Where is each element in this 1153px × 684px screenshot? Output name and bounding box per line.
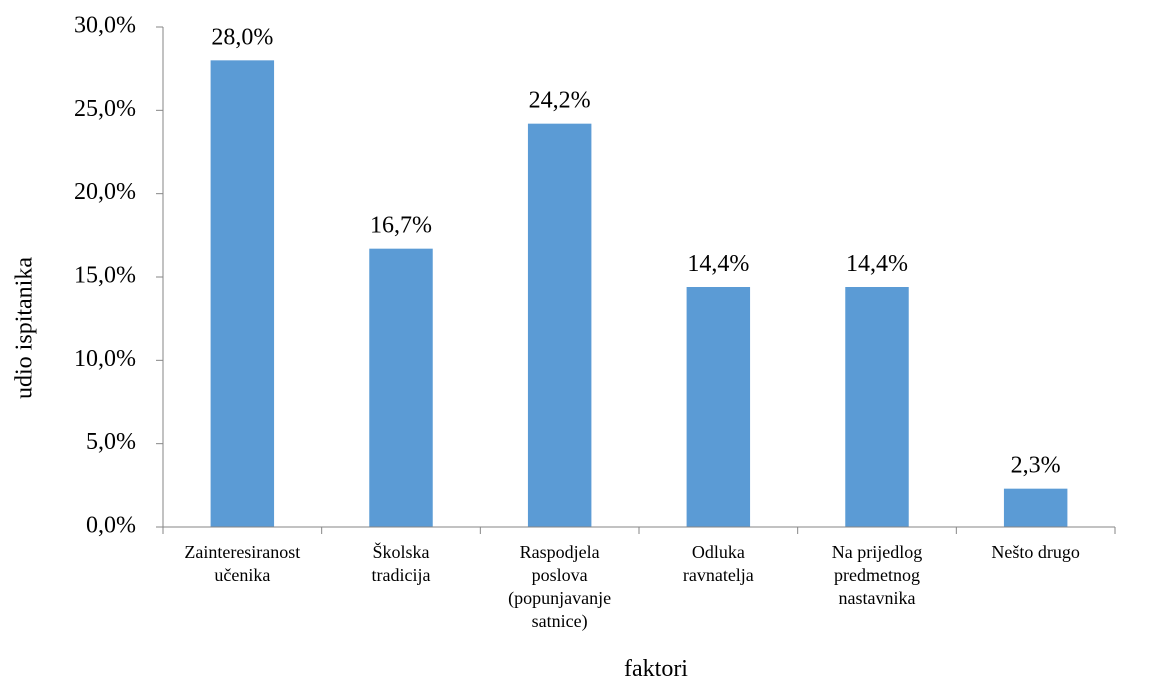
bar [369,248,433,527]
data-labels-group: 28,0% 16,7% 24,2% 14,4% 14,4% 2,3% [211,24,1060,478]
bar [210,60,275,527]
y-axis-title: udio ispitanika [12,257,38,399]
category-label: Nešto drugo [991,542,1080,562]
category-label-line: poslova [532,565,588,585]
category-label: Na prijedlog predmetnog nastavnika [832,542,922,608]
category-label-line: učenika [214,565,270,585]
category-label-line: Nešto drugo [991,542,1080,562]
category-label-line: Odluka [692,542,745,562]
bar [845,287,909,527]
category-label-line: Raspodjela [520,542,600,562]
category-label-line: predmetnog [834,565,920,585]
category-label-line: ravnatelja [683,565,754,585]
bar-value-label: 24,2% [529,88,591,114]
y-tick-label: 0,0% [86,513,136,539]
y-tick-label: 30,0% [74,13,136,39]
y-tick-label: 20,0% [74,179,136,205]
category-label-line: satnice) [532,611,588,632]
category-label-line: (popunjavanje [508,588,611,609]
category-label: Raspodjela poslova (popunjavanje satnice) [508,542,611,632]
y-tick-label: 15,0% [74,263,136,289]
y-tick-label: 10,0% [74,346,136,372]
category-label-line: tradicija [372,565,431,585]
bar [1003,488,1068,527]
y-tick-label: 25,0% [74,96,136,122]
category-label-line: Školska [372,541,429,562]
bars-group [210,60,1068,528]
category-label-line: Na prijedlog [832,542,922,562]
bar-value-label: 14,4% [687,251,749,277]
x-axis: Zainteresiranost učenika Školska tradicija R… [162,526,1116,632]
bar-value-label: 16,7% [370,213,432,239]
bar-value-label: 14,4% [846,251,908,277]
bar [686,287,751,527]
bar-value-label: 28,0% [211,24,273,50]
category-label: Školska tradicija [372,541,431,585]
y-tick-label: 5,0% [86,429,136,455]
y-axis: 0,0% 5,0% 10,0% 15,0% 20,0% 25,0% 30,0% [74,13,164,539]
category-label: Odluka ravnatelja [683,542,754,585]
bar-value-label: 2,3% [1011,453,1061,479]
category-label-line: Zainteresiranost [184,542,300,562]
x-axis-title: faktori [624,656,688,682]
bar [527,123,592,528]
category-label-line: nastavnika [839,588,916,608]
category-label: Zainteresiranost učenika [184,542,300,585]
